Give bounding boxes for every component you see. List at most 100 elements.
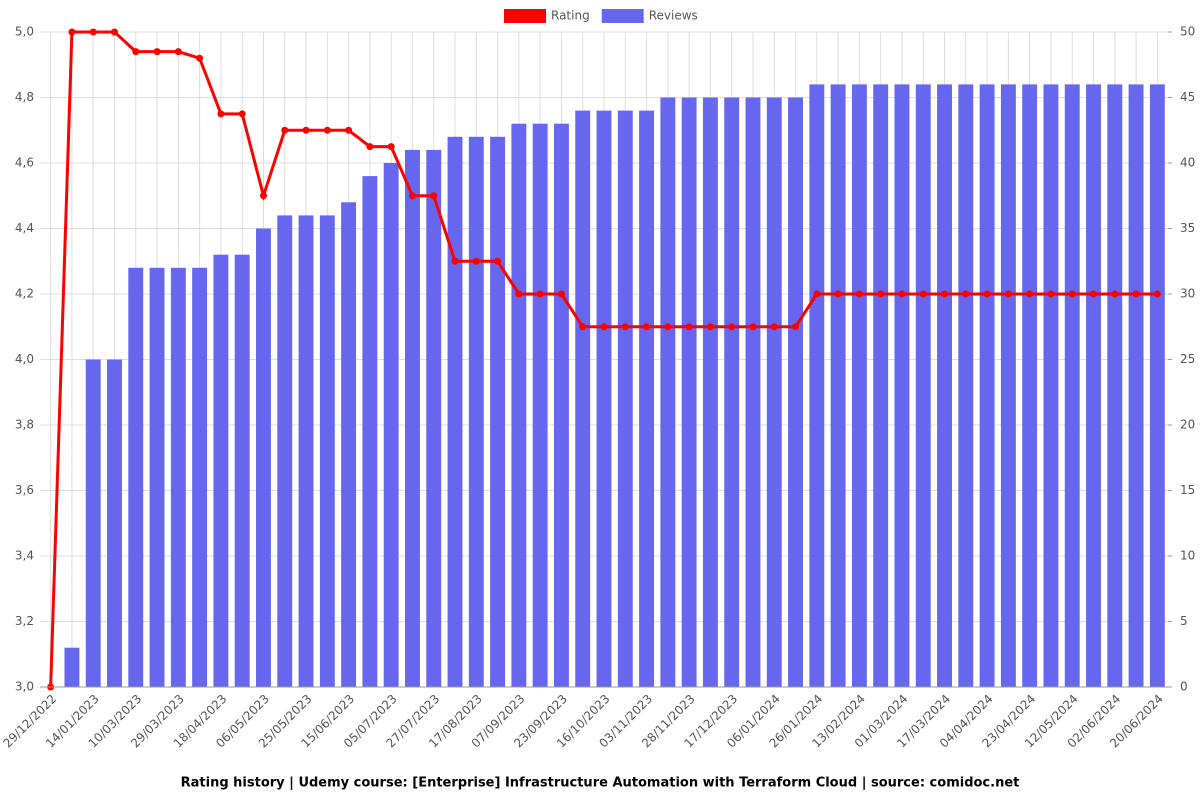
- rating-point: [174, 48, 182, 56]
- bar: [809, 84, 825, 687]
- y-tick-label: 3,0: [15, 680, 34, 694]
- bar: [85, 359, 101, 687]
- rating-point: [110, 28, 118, 36]
- bar: [341, 202, 357, 688]
- rating-point: [345, 126, 353, 134]
- y-tick-label: 3,4: [15, 549, 34, 563]
- rating-point: [898, 290, 906, 298]
- y-tick-label: 4,0: [15, 352, 34, 366]
- rating-point: [302, 126, 310, 134]
- y2-tick-label: 40: [1180, 156, 1195, 170]
- rating-point: [472, 257, 480, 265]
- y-tick-label: 3,2: [15, 614, 34, 628]
- bar: [1086, 84, 1101, 687]
- bar: [192, 267, 208, 687]
- bar: [937, 84, 952, 687]
- bar: [170, 267, 186, 687]
- y-tick-label: 4,6: [15, 156, 34, 170]
- bar: [213, 254, 229, 687]
- rating-point: [877, 290, 885, 298]
- rating-point: [685, 323, 693, 331]
- bar: [319, 215, 335, 687]
- bar: [702, 97, 718, 687]
- chart-title: Rating history | Udemy course: [Enterpri…: [181, 776, 1020, 791]
- rating-point: [983, 290, 991, 298]
- rating-point: [281, 126, 289, 134]
- y2-tick-label: 25: [1180, 352, 1195, 366]
- rating-point: [1153, 290, 1161, 298]
- rating-point: [962, 290, 970, 298]
- rating-point: [68, 28, 76, 36]
- y2-tick-label: 0: [1180, 680, 1188, 694]
- rating-point: [494, 257, 502, 265]
- rating-point: [813, 290, 821, 298]
- rating-point: [196, 54, 204, 62]
- bar: [1064, 84, 1080, 687]
- bar: [298, 215, 314, 687]
- rating-point: [1047, 290, 1055, 298]
- bar: [405, 149, 420, 687]
- bar: [1000, 84, 1016, 687]
- bar: [958, 84, 974, 687]
- bar: [468, 136, 484, 688]
- rating-point: [132, 48, 140, 56]
- rating-point: [579, 323, 587, 331]
- bar: [362, 176, 378, 687]
- bar: [596, 110, 612, 688]
- y2-tick-label: 5: [1180, 614, 1188, 628]
- bar: [532, 123, 548, 687]
- bar: [64, 647, 80, 687]
- y-tick-label: 4,2: [15, 287, 34, 301]
- rating-point: [238, 110, 246, 118]
- bar: [851, 84, 867, 687]
- bar: [575, 110, 591, 688]
- rating-point: [323, 126, 331, 134]
- bar: [724, 97, 740, 687]
- bar: [277, 215, 293, 687]
- rating-point: [217, 110, 225, 118]
- bar: [745, 97, 761, 687]
- rating-point: [941, 290, 949, 298]
- bar: [894, 84, 910, 687]
- rating-point: [919, 290, 927, 298]
- legend-label: Rating: [551, 9, 590, 23]
- y2-tick-label: 15: [1180, 483, 1195, 497]
- bar: [511, 123, 527, 687]
- bar: [915, 84, 931, 687]
- bar: [1128, 84, 1144, 687]
- legend-swatch: [504, 9, 546, 23]
- rating-point: [664, 323, 672, 331]
- bar: [426, 149, 442, 687]
- y2-tick-label: 50: [1180, 25, 1195, 39]
- bar: [830, 84, 846, 687]
- bar: [788, 97, 803, 687]
- legend-swatch: [601, 9, 644, 23]
- bar: [660, 97, 676, 687]
- bar: [490, 136, 506, 688]
- bar: [256, 228, 271, 687]
- rating-point: [749, 323, 757, 331]
- y2-tick-label: 45: [1180, 90, 1195, 104]
- y2-tick-label: 35: [1180, 221, 1195, 235]
- rating-point: [515, 290, 523, 298]
- bar: [553, 123, 569, 687]
- rating-point: [1004, 290, 1012, 298]
- rating-point: [366, 143, 374, 151]
- y-tick-label: 3,6: [15, 483, 34, 497]
- bar: [383, 163, 399, 687]
- bar: [107, 359, 122, 687]
- rating-point: [1090, 290, 1098, 298]
- rating-point: [1111, 290, 1119, 298]
- y-tick-label: 4,4: [15, 221, 34, 235]
- bar: [639, 110, 655, 688]
- rating-point: [1026, 290, 1034, 298]
- rating-point: [451, 257, 459, 265]
- rating-point: [1132, 290, 1140, 298]
- rating-point: [557, 290, 565, 298]
- bar: [1043, 84, 1059, 687]
- y2-tick-label: 30: [1180, 287, 1195, 301]
- rating-point: [706, 323, 714, 331]
- rating-point: [643, 323, 651, 331]
- rating-point: [89, 28, 97, 36]
